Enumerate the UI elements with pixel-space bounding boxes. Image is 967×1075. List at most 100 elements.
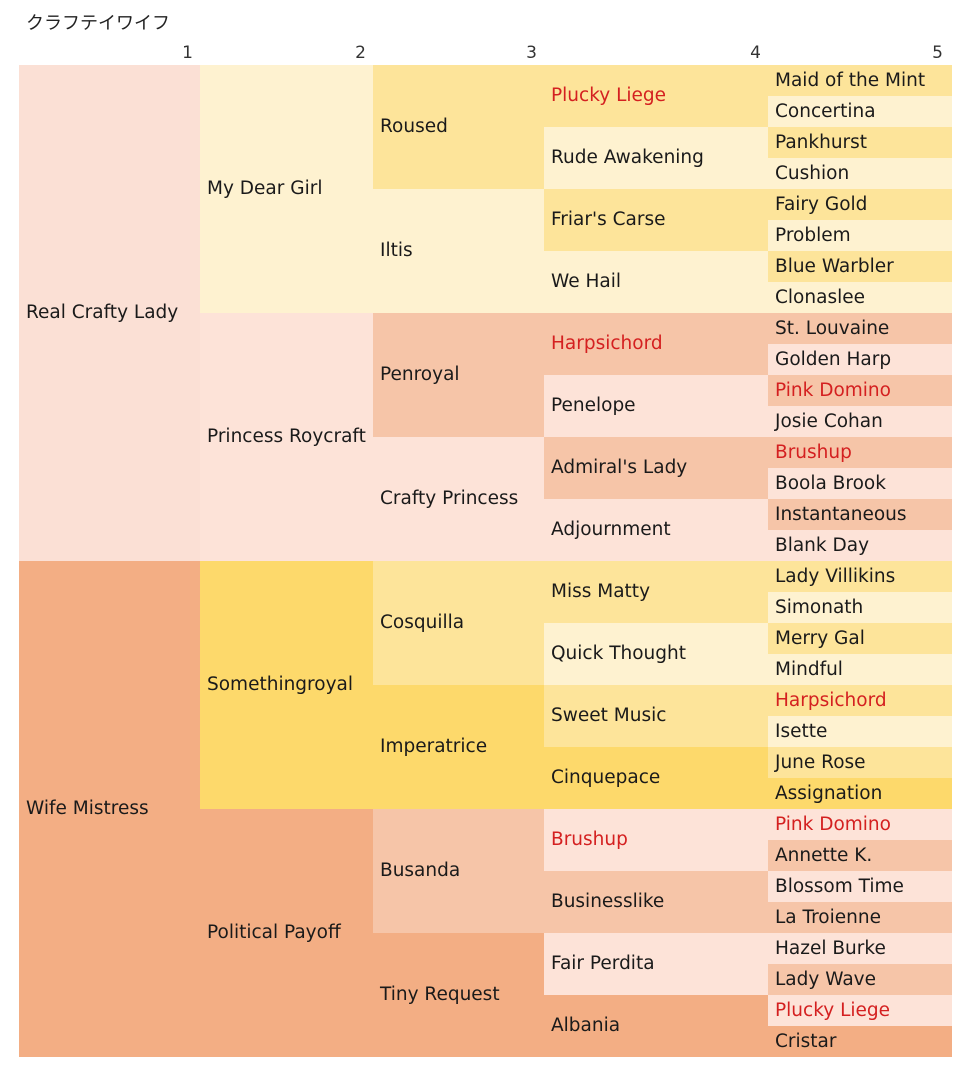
pedigree-cell-gen5: Cristar bbox=[768, 1026, 952, 1057]
pedigree-cell-gen2: Somethingroyal bbox=[200, 561, 373, 809]
horse-name: Roused bbox=[380, 115, 448, 137]
horse-name: Cosquilla bbox=[380, 611, 465, 633]
pedigree-cell-gen4: Quick Thought bbox=[544, 623, 768, 685]
pedigree-cell-gen5: Concertina bbox=[768, 96, 952, 127]
pedigree-cell-gen5: Pink Domino bbox=[768, 375, 952, 406]
pedigree-cell-gen5: Blank Day bbox=[768, 530, 952, 561]
horse-name: Harpsichord bbox=[551, 332, 663, 354]
pedigree-cell-gen5: Clonaslee bbox=[768, 282, 952, 313]
pedigree-cell-gen3: Crafty Princess bbox=[373, 437, 544, 561]
horse-name: Pankhurst bbox=[775, 131, 868, 153]
horse-name: Princess Roycraft bbox=[207, 425, 366, 447]
pedigree-cell-gen3: Roused bbox=[373, 65, 544, 189]
horse-name: Cushion bbox=[775, 162, 850, 184]
horse-name: Real Crafty Lady bbox=[26, 301, 179, 323]
pedigree-cell-gen4: Cinquepace bbox=[544, 747, 768, 809]
pedigree-cell-gen5: La Troienne bbox=[768, 902, 952, 933]
horse-name: Merry Gal bbox=[775, 627, 865, 649]
pedigree-cell-gen3: Iltis bbox=[373, 189, 544, 313]
horse-name: Boola Brook bbox=[775, 472, 886, 494]
horse-name: Iltis bbox=[380, 239, 413, 261]
pedigree-cell-gen5: Problem bbox=[768, 220, 952, 251]
horse-name: Somethingroyal bbox=[207, 673, 353, 695]
horse-name: Brushup bbox=[551, 828, 628, 850]
pedigree-title: クラフテイワイフ bbox=[26, 13, 170, 34]
horse-name: Cristar bbox=[775, 1030, 837, 1052]
pedigree-cell-gen4: Sweet Music bbox=[544, 685, 768, 747]
generation-1-label: 1 bbox=[182, 43, 193, 63]
pedigree-cell-gen5: Josie Cohan bbox=[768, 406, 952, 437]
pedigree-cell-gen4: Admiral's Lady bbox=[544, 437, 768, 499]
pedigree-table: Real Crafty Lady Wife Mistress My Dear Gir… bbox=[19, 65, 952, 1057]
pedigree-cell-gen5: Maid of the Mint bbox=[768, 65, 952, 96]
horse-name: Annette K. bbox=[775, 844, 873, 866]
horse-name: Busanda bbox=[380, 859, 461, 881]
generation-5-label: 5 bbox=[932, 43, 943, 63]
horse-name: Sweet Music bbox=[551, 704, 667, 726]
horse-name: Tiny Request bbox=[380, 983, 500, 1005]
horse-name: Maid of the Mint bbox=[775, 69, 926, 91]
pedigree-cell-gen5: Isette bbox=[768, 716, 952, 747]
horse-name: Plucky Liege bbox=[551, 84, 667, 106]
pedigree-cell-gen4: Rude Awakening bbox=[544, 127, 768, 189]
horse-name: Pink Domino bbox=[775, 379, 891, 401]
horse-name: Wife Mistress bbox=[26, 797, 149, 819]
pedigree-cell-gen4: Miss Matty bbox=[544, 561, 768, 623]
horse-name: Political Payoff bbox=[207, 921, 341, 943]
pedigree-cell-gen5: Annette K. bbox=[768, 840, 952, 871]
horse-name: Rude Awakening bbox=[551, 146, 704, 168]
pedigree-cell-gen5: Blue Warbler bbox=[768, 251, 952, 282]
horse-name: Clonaslee bbox=[775, 286, 865, 308]
pedigree-cell-gen5: Brushup bbox=[768, 437, 952, 468]
pedigree-cell-gen5: Hazel Burke bbox=[768, 933, 952, 964]
pedigree-cell-gen2: Princess Roycraft bbox=[200, 313, 373, 561]
horse-name: Problem bbox=[775, 224, 851, 246]
horse-name: Blank Day bbox=[775, 534, 870, 556]
horse-name: Miss Matty bbox=[551, 580, 651, 602]
pedigree-cell-gen5: Pankhurst bbox=[768, 127, 952, 158]
horse-name: Imperatrice bbox=[380, 735, 488, 757]
horse-name: Adjournment bbox=[551, 518, 671, 540]
horse-name: La Troienne bbox=[775, 906, 881, 928]
pedigree-cell-gen5: Pink Domino bbox=[768, 809, 952, 840]
pedigree-cell-gen4: Businesslike bbox=[544, 871, 768, 933]
horse-name: Hazel Burke bbox=[775, 937, 886, 959]
horse-name: Mindful bbox=[775, 658, 843, 680]
pedigree-cell-gen5: Mindful bbox=[768, 654, 952, 685]
pedigree-cell-gen2: Political Payoff bbox=[200, 809, 373, 1057]
generation-4-label: 4 bbox=[750, 43, 761, 63]
pedigree-cell-gen5: Blossom Time bbox=[768, 871, 952, 902]
pedigree-cell-gen5: Lady Villikins bbox=[768, 561, 952, 592]
pedigree-cell-gen5: Fairy Gold bbox=[768, 189, 952, 220]
pedigree-cell-gen5: Merry Gal bbox=[768, 623, 952, 654]
horse-name: Isette bbox=[775, 720, 828, 742]
horse-name: Josie Cohan bbox=[775, 410, 883, 432]
horse-name: Blossom Time bbox=[775, 875, 904, 897]
horse-name: We Hail bbox=[551, 270, 621, 292]
horse-name: Brushup bbox=[775, 441, 852, 463]
horse-name: Harpsichord bbox=[775, 689, 887, 711]
pedigree-cell-gen4: Penelope bbox=[544, 375, 768, 437]
horse-name: Quick Thought bbox=[551, 642, 686, 664]
pedigree-cell-gen4: Fair Perdita bbox=[544, 933, 768, 995]
horse-name: Lady Wave bbox=[775, 968, 876, 990]
pedigree-cell-gen4: We Hail bbox=[544, 251, 768, 313]
pedigree-cell-gen4: Adjournment bbox=[544, 499, 768, 561]
horse-name: Fairy Gold bbox=[775, 193, 868, 215]
pedigree-cell-gen3: Busanda bbox=[373, 809, 544, 933]
horse-name: Pink Domino bbox=[775, 813, 891, 835]
pedigree-cell-gen5: St. Louvaine bbox=[768, 313, 952, 344]
pedigree-cell-gen1: Wife Mistress bbox=[19, 561, 200, 1057]
pedigree-cell-gen4: Harpsichord bbox=[544, 313, 768, 375]
pedigree-cell-gen3: Cosquilla bbox=[373, 561, 544, 685]
horse-name: Albania bbox=[551, 1014, 621, 1036]
generation-2-label: 2 bbox=[355, 43, 366, 63]
pedigree-cell-gen5: Simonath bbox=[768, 592, 952, 623]
horse-name: Admiral's Lady bbox=[551, 456, 688, 478]
pedigree-cell-gen4: Brushup bbox=[544, 809, 768, 871]
pedigree-cell-gen3: Imperatrice bbox=[373, 685, 544, 809]
horse-name: Concertina bbox=[775, 100, 876, 122]
horse-name: My Dear Girl bbox=[207, 177, 323, 199]
pedigree-cell-gen5: Harpsichord bbox=[768, 685, 952, 716]
pedigree-cell-gen5: Assignation bbox=[768, 778, 952, 809]
